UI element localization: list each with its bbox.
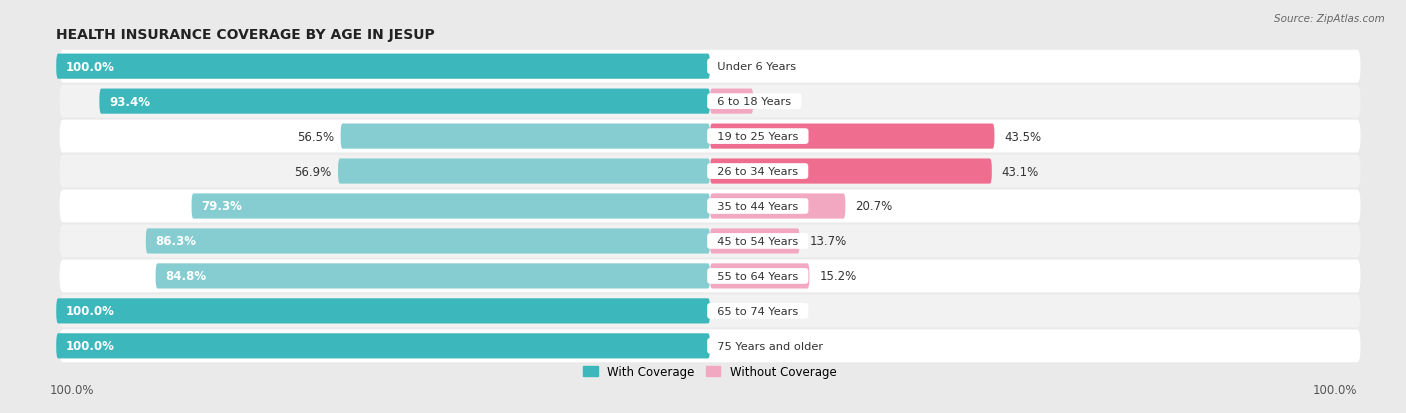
Text: 45 to 54 Years: 45 to 54 Years	[710, 236, 806, 247]
Text: HEALTH INSURANCE COVERAGE BY AGE IN JESUP: HEALTH INSURANCE COVERAGE BY AGE IN JESU…	[56, 28, 434, 41]
FancyBboxPatch shape	[56, 333, 710, 358]
Text: 0.0%: 0.0%	[720, 339, 749, 352]
Text: 86.3%: 86.3%	[156, 235, 197, 248]
Text: 15.2%: 15.2%	[820, 270, 856, 283]
Text: 0.0%: 0.0%	[720, 61, 749, 74]
FancyBboxPatch shape	[56, 299, 710, 324]
Text: 43.1%: 43.1%	[1001, 165, 1039, 178]
FancyBboxPatch shape	[56, 55, 710, 80]
Text: 13.7%: 13.7%	[810, 235, 846, 248]
FancyBboxPatch shape	[340, 124, 710, 150]
Text: 100.0%: 100.0%	[1312, 384, 1357, 396]
FancyBboxPatch shape	[337, 159, 710, 184]
FancyBboxPatch shape	[710, 159, 991, 184]
FancyBboxPatch shape	[59, 51, 1361, 83]
Text: 65 to 74 Years: 65 to 74 Years	[710, 306, 806, 316]
FancyBboxPatch shape	[710, 89, 754, 114]
Text: 93.4%: 93.4%	[110, 95, 150, 108]
FancyBboxPatch shape	[100, 89, 710, 114]
FancyBboxPatch shape	[59, 295, 1361, 328]
Text: 56.5%: 56.5%	[297, 130, 335, 143]
FancyBboxPatch shape	[191, 194, 710, 219]
FancyBboxPatch shape	[710, 263, 810, 289]
Text: 100.0%: 100.0%	[66, 339, 115, 352]
FancyBboxPatch shape	[710, 124, 994, 150]
FancyBboxPatch shape	[59, 155, 1361, 188]
FancyBboxPatch shape	[710, 194, 845, 219]
FancyBboxPatch shape	[59, 260, 1361, 293]
Text: 75 Years and older: 75 Years and older	[710, 341, 831, 351]
Text: 43.5%: 43.5%	[1004, 130, 1042, 143]
Text: 100.0%: 100.0%	[49, 384, 94, 396]
Text: 6.6%: 6.6%	[763, 95, 793, 108]
FancyBboxPatch shape	[59, 225, 1361, 258]
FancyBboxPatch shape	[59, 120, 1361, 153]
FancyBboxPatch shape	[59, 330, 1361, 362]
FancyBboxPatch shape	[710, 229, 800, 254]
Text: 55 to 64 Years: 55 to 64 Years	[710, 271, 806, 281]
Text: 100.0%: 100.0%	[66, 305, 115, 318]
Text: 79.3%: 79.3%	[201, 200, 242, 213]
FancyBboxPatch shape	[59, 190, 1361, 223]
Text: 26 to 34 Years: 26 to 34 Years	[710, 166, 806, 177]
Text: Source: ZipAtlas.com: Source: ZipAtlas.com	[1274, 14, 1385, 24]
Text: 19 to 25 Years: 19 to 25 Years	[710, 132, 806, 142]
FancyBboxPatch shape	[146, 229, 710, 254]
Text: 20.7%: 20.7%	[855, 200, 893, 213]
Legend: With Coverage, Without Coverage: With Coverage, Without Coverage	[579, 360, 841, 383]
Text: 0.0%: 0.0%	[720, 305, 749, 318]
FancyBboxPatch shape	[156, 263, 710, 289]
Text: Under 6 Years: Under 6 Years	[710, 62, 803, 72]
Text: 35 to 44 Years: 35 to 44 Years	[710, 202, 806, 211]
FancyBboxPatch shape	[59, 85, 1361, 118]
Text: 56.9%: 56.9%	[294, 165, 332, 178]
Text: 100.0%: 100.0%	[66, 61, 115, 74]
Text: 84.8%: 84.8%	[166, 270, 207, 283]
Text: 6 to 18 Years: 6 to 18 Years	[710, 97, 799, 107]
